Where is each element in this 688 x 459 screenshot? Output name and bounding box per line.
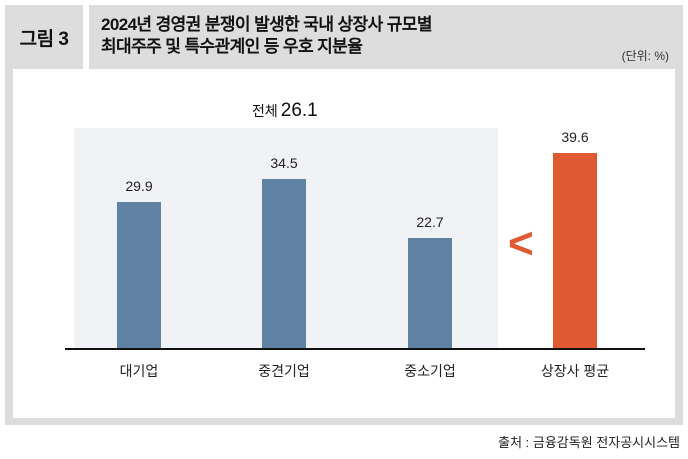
total-label: 전체	[252, 103, 278, 119]
x-axis-baseline	[65, 348, 645, 350]
title-line-1: 2024년 경영권 분쟁이 발생한 국내 상장사 규모별	[101, 15, 432, 34]
bar-value-large: 29.9	[125, 178, 153, 194]
category-label-midsize: 중견기업	[258, 363, 310, 379]
total-annotation: 전체 26.1	[252, 100, 318, 122]
figure-label: 그림 3	[5, 5, 83, 69]
category-label-large: 대기업	[119, 363, 159, 379]
title-line-2: 최대주주 및 특수관계인 등 우호 지분율	[101, 37, 363, 56]
less-than-symbol: <	[508, 219, 534, 268]
frame-right	[675, 69, 683, 425]
total-value: 26.1	[280, 100, 318, 121]
frame-left	[5, 69, 13, 425]
bar-value-small: 22.7	[416, 214, 444, 230]
chart-title: 2024년 경영권 분쟁이 발생한 국내 상장사 규모별 최대주주 및 특수관계…	[101, 14, 432, 58]
category-label-average: 상장사 평균	[540, 363, 610, 379]
unit-label: (단위: %)	[621, 49, 669, 63]
frame-bottom	[5, 418, 683, 425]
bar-large-company	[117, 202, 161, 349]
bar-midsize-company	[262, 179, 306, 349]
bar-small-company	[408, 238, 452, 349]
bar-listed-average	[553, 153, 597, 349]
title-box: 2024년 경영권 분쟁이 발생한 국내 상장사 규모별 최대주주 및 특수관계…	[89, 5, 683, 69]
category-label-small: 중소기업	[404, 363, 456, 379]
source-note: 출처 : 금융감독원 전자공시시스템	[498, 435, 680, 450]
bar-value-average: 39.6	[561, 129, 589, 145]
bar-value-midsize: 34.5	[270, 155, 298, 171]
